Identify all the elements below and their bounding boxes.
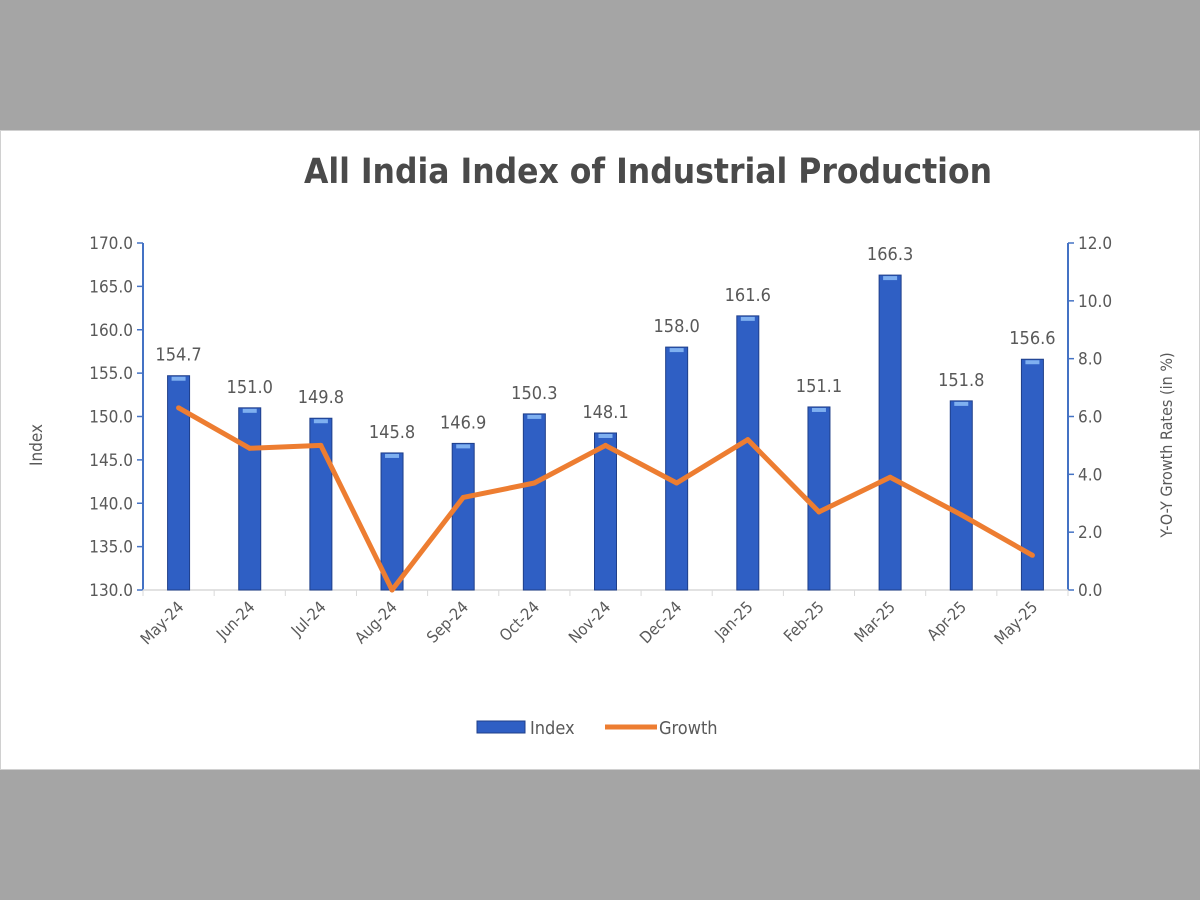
- y-tick-label: 150.0: [89, 408, 133, 428]
- data-label-index: 151.1: [796, 376, 842, 397]
- growth-point: [460, 494, 466, 500]
- legend: Index Growth: [476, 718, 718, 739]
- y2-tick-label: 0.0: [1078, 581, 1102, 601]
- x-tick-label: Aug-24: [351, 597, 401, 647]
- bar-index: [1020, 358, 1044, 591]
- legend-label-index: Index: [530, 718, 575, 739]
- x-tick-label: Dec-24: [636, 597, 686, 647]
- y-tick-label: 160.0: [89, 321, 133, 341]
- bar-highlight: [669, 348, 684, 353]
- growth-point: [674, 480, 680, 486]
- data-label-index: 150.3: [511, 383, 557, 404]
- x-tick-label: Nov-24: [565, 597, 615, 647]
- y2-tick-label: 12.0: [1078, 234, 1112, 254]
- x-tick-label: Jan-25: [710, 597, 756, 643]
- x-tick-label: Jun-24: [212, 597, 259, 644]
- growth-point: [603, 442, 608, 448]
- legend-label-growth: Growth: [659, 718, 718, 739]
- bar-highlight: [598, 433, 613, 438]
- y-tick-label: 165.0: [89, 277, 133, 297]
- y-tick-label: 130.0: [89, 581, 133, 601]
- data-label-index: 151.0: [227, 377, 273, 398]
- y2-tick-label: 10.0: [1078, 292, 1112, 312]
- bar-index: [522, 413, 546, 591]
- bar-highlight: [171, 376, 186, 381]
- data-label-index: 154.7: [155, 345, 201, 366]
- data-label-index: 151.8: [938, 370, 984, 391]
- growth-point: [176, 405, 182, 411]
- bar-index: [238, 407, 262, 591]
- y2-tick-label: 8.0: [1078, 350, 1102, 370]
- data-label-index: 146.9: [440, 412, 486, 433]
- x-tick-label: Mar-25: [850, 597, 899, 646]
- growth-point: [887, 474, 893, 480]
- x-tick-label: Sep-24: [423, 597, 472, 646]
- data-label-index: 148.1: [582, 402, 628, 423]
- data-label-index: 145.8: [369, 422, 415, 443]
- bar-index: [451, 442, 475, 591]
- bar-highlight: [242, 408, 257, 413]
- y-tick-label: 170.0: [89, 234, 133, 254]
- x-tick-label: Oct-24: [496, 597, 544, 645]
- y2-tick-label: 4.0: [1078, 465, 1102, 485]
- growth-point: [531, 480, 537, 486]
- growth-point: [247, 445, 253, 451]
- x-tick-label: Feb-25: [780, 597, 828, 645]
- bar-index: [878, 274, 902, 591]
- x-tick-label: May-25: [990, 597, 1041, 648]
- growth-point: [958, 512, 964, 518]
- data-label-index: 149.8: [298, 387, 344, 408]
- bar-index: [949, 400, 973, 591]
- y2-tick-label: 6.0: [1078, 408, 1102, 428]
- bar-highlight: [883, 276, 898, 281]
- bar-highlight: [385, 453, 400, 458]
- x-tick-label: May-24: [137, 597, 188, 648]
- y-tick-label: 140.0: [89, 494, 133, 514]
- bar-index: [594, 432, 617, 591]
- x-tick-label: Jul-24: [287, 597, 330, 640]
- bar-index: [736, 315, 760, 591]
- bar-index: [167, 375, 191, 591]
- data-label-index: 166.3: [867, 244, 913, 265]
- growth-point: [745, 437, 751, 443]
- bar-highlight: [811, 407, 826, 412]
- y2-axis-label: Y-O-Y Growth Rates (in %): [1157, 352, 1176, 538]
- bar-highlight: [527, 414, 542, 419]
- bar-highlight: [456, 444, 471, 449]
- y-tick-label: 135.0: [89, 538, 133, 558]
- data-label-index: 156.6: [1009, 328, 1055, 349]
- bar-highlight: [313, 419, 328, 424]
- data-label-index: 158.0: [653, 316, 699, 337]
- growth-point: [816, 509, 822, 515]
- chart-title: All India Index of Industrial Production: [304, 152, 992, 192]
- growth-point: [1029, 552, 1035, 558]
- growth-point: [318, 442, 324, 448]
- bar-highlight: [1025, 360, 1040, 365]
- bar-index: [807, 406, 831, 591]
- data-label-index: 161.6: [725, 285, 771, 306]
- y-axis-label: Index: [27, 424, 47, 466]
- bar-highlight: [954, 401, 969, 406]
- bar-highlight: [740, 316, 755, 321]
- y-tick-label: 155.0: [89, 364, 133, 384]
- growth-point: [389, 587, 395, 593]
- legend-swatch-index: [476, 720, 526, 734]
- y-tick-label: 145.0: [89, 451, 133, 471]
- y2-tick-label: 2.0: [1078, 523, 1102, 543]
- bar-index: [665, 346, 689, 591]
- x-tick-label: Apr-25: [923, 597, 970, 644]
